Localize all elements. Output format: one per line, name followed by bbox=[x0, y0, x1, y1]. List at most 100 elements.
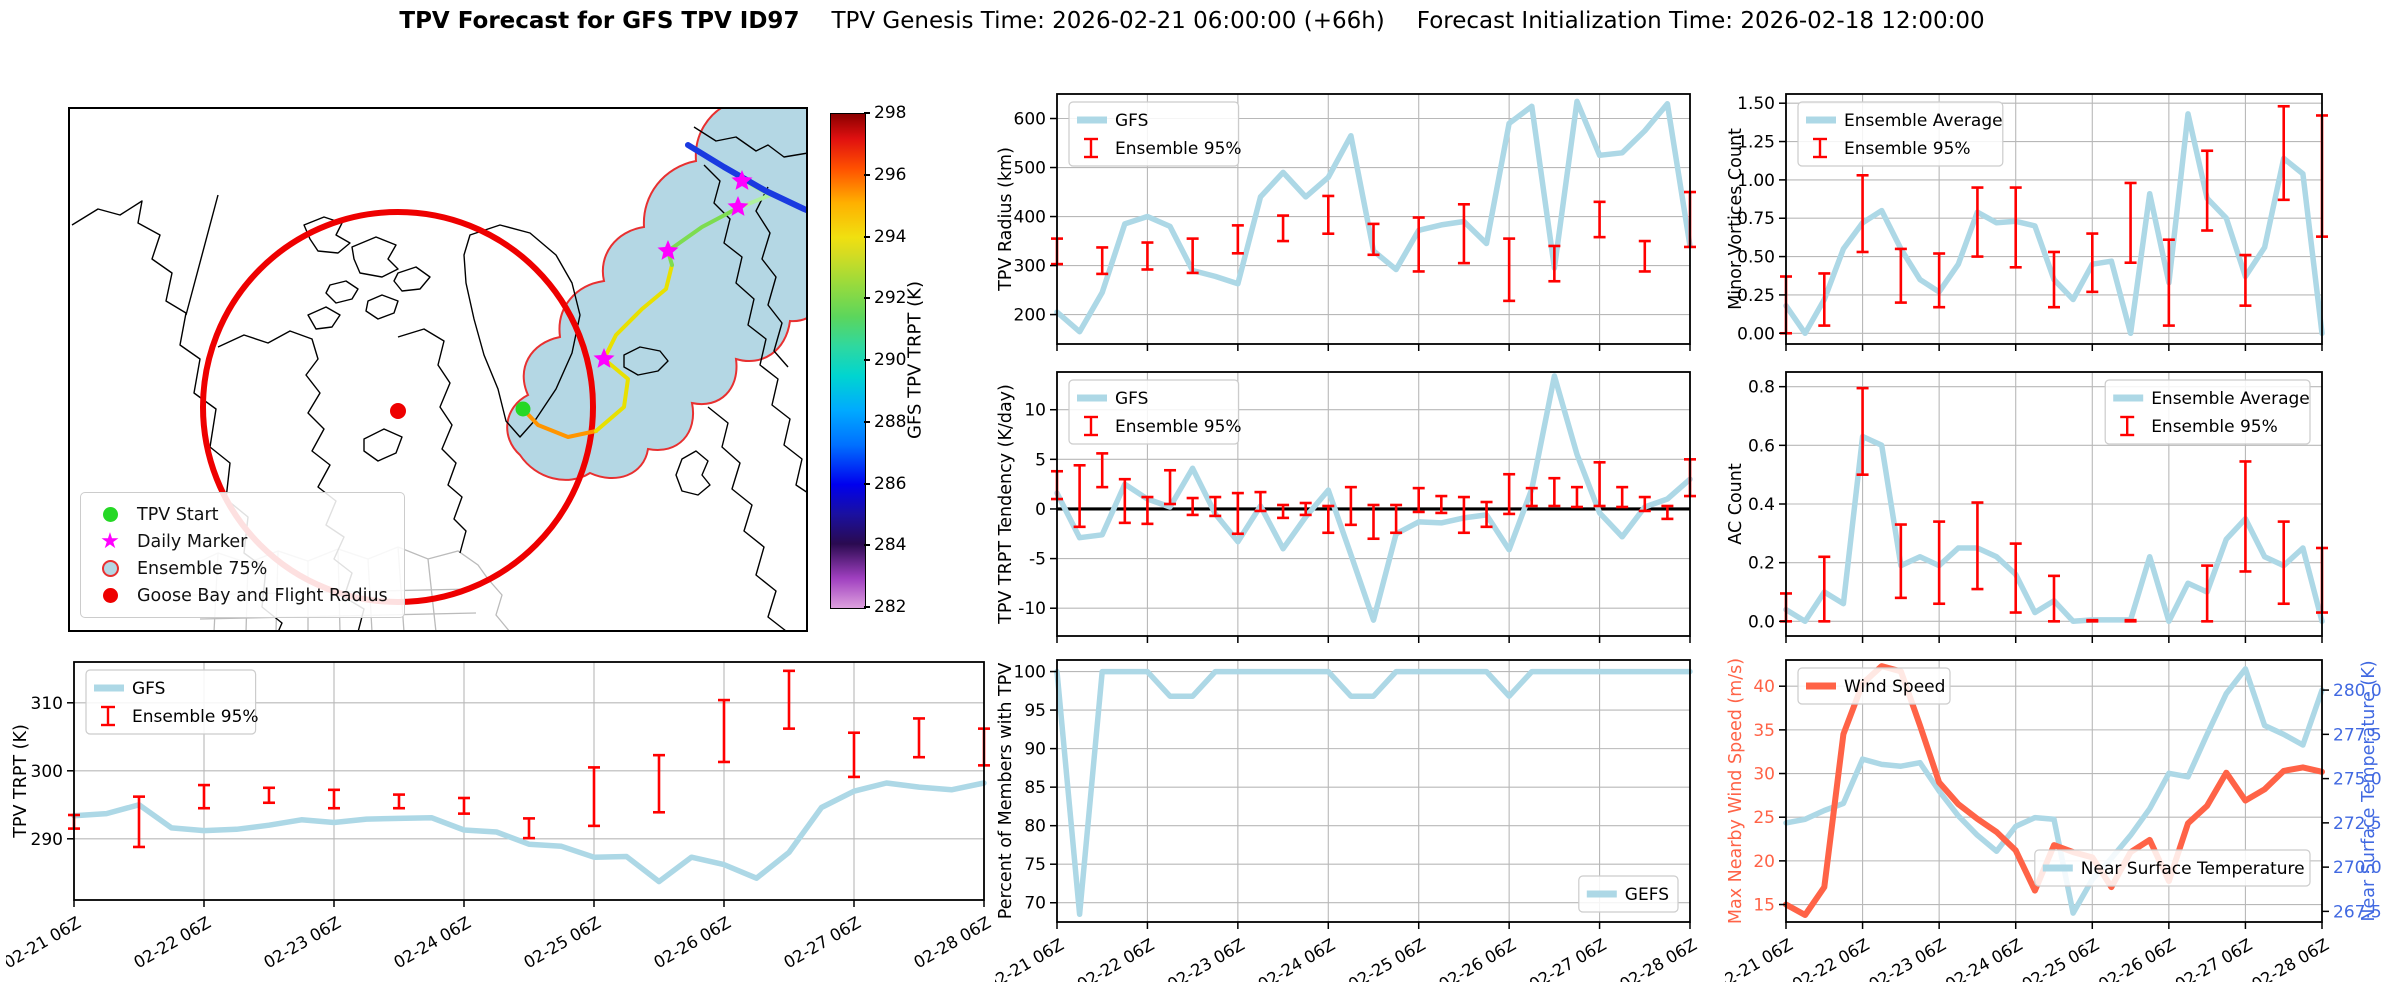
svg-text:500: 500 bbox=[1014, 159, 1046, 179]
svg-text:90: 90 bbox=[1024, 740, 1046, 760]
svg-text:0.50: 0.50 bbox=[1737, 248, 1775, 268]
legend-item: Ensemble 95% bbox=[1813, 137, 1971, 159]
daily-marker-star bbox=[731, 170, 753, 190]
colorbar-tick bbox=[864, 112, 870, 114]
colorbar-tick-label: 298 bbox=[874, 103, 907, 123]
svg-text:AC Count: AC Count bbox=[1726, 463, 1746, 545]
svg-text:Near Surface Temperature (K): Near Surface Temperature (K) bbox=[2359, 660, 2379, 921]
svg-text:02-27 06Z: 02-27 06Z bbox=[2172, 935, 2256, 982]
svg-text:02-28 06Z: 02-28 06Z bbox=[1616, 935, 1700, 982]
colorbar-tick-label: 294 bbox=[874, 226, 907, 247]
title-init: Forecast Initialization Time: 2026-02-18… bbox=[1416, 8, 1985, 34]
svg-text:0.25: 0.25 bbox=[1737, 286, 1775, 306]
legend-item: GFS bbox=[1077, 111, 1148, 131]
title-main: TPV Forecast for GFS TPV ID97 bbox=[399, 8, 800, 34]
svg-text:95: 95 bbox=[1024, 701, 1046, 721]
svg-text:400: 400 bbox=[1014, 208, 1046, 228]
svg-text:TPV Radius (km): TPV Radius (km) bbox=[996, 147, 1016, 292]
legend-item: Ensemble 95% bbox=[1084, 137, 1242, 159]
svg-text:0.4: 0.4 bbox=[1748, 495, 1775, 515]
map-legend-label: Ensemble 75% bbox=[137, 558, 268, 579]
svg-text:280.0: 280.0 bbox=[2333, 681, 2382, 701]
svg-text:Minor Vortices Count: Minor Vortices Count bbox=[1726, 128, 1746, 310]
legend-item: Ensemble 95% bbox=[101, 705, 259, 727]
tpv-track-segment bbox=[521, 407, 598, 439]
map-legend-item: TPV Start bbox=[93, 501, 388, 528]
map-coastline bbox=[397, 328, 467, 554]
svg-text:25: 25 bbox=[1753, 808, 1775, 828]
svg-text:270.0: 270.0 bbox=[2333, 858, 2382, 878]
svg-text:TPV TRPT Tendency (K/day): TPV TRPT Tendency (K/day) bbox=[996, 384, 1016, 625]
legend-item: GFS bbox=[1077, 389, 1148, 409]
legend-item: Ensemble 95% bbox=[1084, 415, 1242, 437]
svg-text:02-24 06Z: 02-24 06Z bbox=[390, 913, 474, 972]
svg-text:80: 80 bbox=[1024, 817, 1046, 837]
colorbar-tick bbox=[864, 173, 870, 176]
map-legend-item: ★ Daily Marker bbox=[93, 528, 388, 555]
svg-text:75: 75 bbox=[1024, 855, 1046, 875]
svg-text:10: 10 bbox=[1024, 401, 1046, 421]
map-coastline bbox=[755, 186, 789, 368]
svg-text:0.2: 0.2 bbox=[1748, 554, 1775, 574]
svg-text:02-22 06Z: 02-22 06Z bbox=[1789, 935, 1873, 982]
svg-text:600: 600 bbox=[1014, 110, 1046, 130]
svg-text:Ensemble 95%: Ensemble 95% bbox=[1115, 139, 1242, 159]
legend-item: Ensemble Average bbox=[1806, 111, 2003, 131]
map-coastline bbox=[185, 194, 219, 316]
svg-text:-5: -5 bbox=[1029, 550, 1046, 570]
svg-text:35: 35 bbox=[1753, 721, 1775, 741]
daily-marker-star bbox=[657, 240, 679, 260]
svg-text:Ensemble 95%: Ensemble 95% bbox=[1115, 417, 1242, 437]
svg-text:Ensemble Average: Ensemble Average bbox=[2151, 389, 2310, 409]
svg-text:300: 300 bbox=[31, 762, 63, 782]
colorbar-tick-label: 296 bbox=[874, 164, 907, 185]
svg-text:02-22 06Z: 02-22 06Z bbox=[1074, 935, 1158, 982]
svg-text:300: 300 bbox=[1014, 257, 1046, 277]
svg-text:Ensemble 95%: Ensemble 95% bbox=[2151, 417, 2278, 437]
map-coastline bbox=[363, 428, 403, 462]
tpv-track-segment bbox=[594, 263, 674, 433]
svg-text:200: 200 bbox=[1014, 306, 1046, 326]
daily-marker-star bbox=[593, 348, 615, 368]
svg-text:Percent of Members with TPV: Percent of Members with TPV bbox=[996, 663, 1016, 919]
svg-text:GFS: GFS bbox=[132, 679, 165, 699]
svg-text:272.5: 272.5 bbox=[2333, 814, 2382, 834]
svg-text:02-24 06Z: 02-24 06Z bbox=[1255, 935, 1339, 982]
colorbar-tick-label: 288 bbox=[874, 411, 907, 432]
figure-title: TPV Forecast for GFS TPV ID97 TPV Genesis… bbox=[0, 8, 2384, 34]
svg-text:-10: -10 bbox=[1018, 599, 1046, 619]
map-legend-label: TPV Start bbox=[137, 504, 219, 525]
colorbar-tick bbox=[864, 544, 870, 547]
chart-percent-members: 70 75 80 85 90 95 100 02-21 06Z 02-22 06Z 02-23 0… bbox=[995, 659, 1700, 982]
tpv-start-icon bbox=[93, 507, 127, 522]
svg-text:100: 100 bbox=[1014, 663, 1046, 683]
chart-ac-count: 0.0 0.2 0.4 0.6 0.8 AC Count Ensemble Average E… bbox=[1726, 371, 2328, 643]
chart-minor-vortices: 0.00 0.25 0.50 0.75 1.00 1.25 1.50 Minor Vortic… bbox=[1726, 93, 2328, 351]
svg-text:70: 70 bbox=[1024, 894, 1046, 914]
svg-text:02-27 06Z: 02-27 06Z bbox=[1526, 935, 1610, 982]
svg-text:Ensemble Average: Ensemble Average bbox=[1844, 111, 2003, 131]
svg-text:Ensemble 95%: Ensemble 95% bbox=[1844, 139, 1971, 159]
colorbar-tick-label: 292 bbox=[874, 288, 907, 309]
svg-text:0: 0 bbox=[1035, 500, 1046, 520]
colorbar-tick-label: 282 bbox=[874, 597, 907, 617]
chart-tpv-radius: 200 300 400 500 600 TPV Radius (km) GFS Ensembl… bbox=[996, 93, 1696, 351]
svg-text:85: 85 bbox=[1024, 778, 1046, 798]
legend-item: Ensemble Average bbox=[2113, 389, 2310, 409]
svg-text:02-23 06Z: 02-23 06Z bbox=[1164, 935, 1248, 982]
daily-marker-star bbox=[727, 196, 749, 216]
svg-text:0.75: 0.75 bbox=[1737, 209, 1775, 229]
svg-text:Max Nearby Wind Speed (m/s): Max Nearby Wind Speed (m/s) bbox=[1726, 658, 1746, 924]
svg-text:Ensemble 95%: Ensemble 95% bbox=[132, 707, 259, 727]
map-coastline bbox=[393, 266, 431, 292]
colorbar-tick-label: 284 bbox=[874, 535, 907, 556]
tpv-track-segment bbox=[685, 142, 808, 214]
map-coastline bbox=[325, 280, 359, 304]
legend-item: GEFS bbox=[1586, 885, 1669, 905]
chart-tpv-trpt: 290 300 310 02-21 06Z 02-22 06Z 02-23 06Z 02-2… bbox=[6, 661, 994, 972]
svg-text:15: 15 bbox=[1753, 896, 1775, 916]
svg-text:0.0: 0.0 bbox=[1748, 612, 1775, 632]
legend-item: GFS bbox=[94, 679, 165, 699]
svg-text:1.25: 1.25 bbox=[1737, 133, 1775, 153]
